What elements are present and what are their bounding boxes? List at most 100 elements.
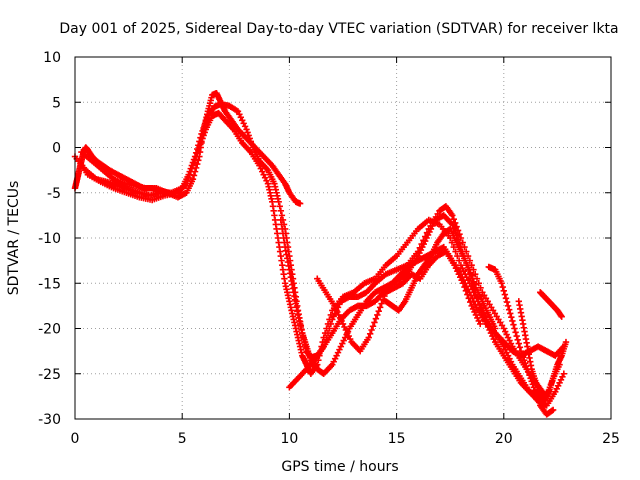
data-point xyxy=(369,323,377,330)
data-point xyxy=(185,174,192,181)
data-point xyxy=(243,126,250,133)
data-point xyxy=(462,287,470,294)
y-tick-label: 10 xyxy=(43,50,61,66)
data-point xyxy=(501,291,509,298)
data-point xyxy=(466,266,473,273)
series-track-i xyxy=(515,298,570,405)
series-track-g xyxy=(485,263,557,418)
data-point xyxy=(507,310,514,317)
data-point xyxy=(468,272,475,279)
data-point xyxy=(502,295,510,302)
data-point xyxy=(376,304,384,311)
data-point xyxy=(492,325,499,332)
data-point xyxy=(518,350,526,358)
series-track-e xyxy=(286,243,568,391)
y-tick-label: 0 xyxy=(52,141,61,157)
data-point xyxy=(467,298,474,306)
data-point xyxy=(189,175,197,183)
data-point xyxy=(372,315,380,322)
data-point xyxy=(192,164,200,172)
series-track-f xyxy=(314,248,484,355)
series-track-h xyxy=(537,289,565,320)
data-point xyxy=(327,311,335,319)
data-point xyxy=(194,160,201,168)
data-point xyxy=(469,275,476,282)
x-tick-label: 15 xyxy=(388,431,406,447)
y-tick-label: -5 xyxy=(47,186,61,202)
data-point xyxy=(374,311,381,319)
data-point xyxy=(522,359,529,367)
data-point xyxy=(472,271,479,278)
data-point xyxy=(244,129,251,136)
data-point xyxy=(375,307,382,315)
tick-labels: 0 5 10 15 20 25 -30 -25 -20 -15 -10 -5 0 5 10 xyxy=(38,50,620,447)
y-tick-label: -15 xyxy=(38,276,61,292)
data-point xyxy=(455,257,463,264)
data-point xyxy=(371,319,378,326)
data-point xyxy=(378,300,385,307)
data-point xyxy=(276,203,283,210)
series-track-b xyxy=(76,109,568,409)
data-point xyxy=(513,332,520,340)
y-tick-label: -20 xyxy=(38,322,61,338)
data-point xyxy=(520,356,528,364)
y-tick-label: -10 xyxy=(38,231,61,247)
data-point xyxy=(449,221,456,228)
data-point xyxy=(562,338,570,346)
data-point xyxy=(514,336,521,344)
chart-title: Day 001 of 2025, Sidereal Day-to-day VTE… xyxy=(59,21,618,37)
data-point xyxy=(166,189,173,196)
data-point xyxy=(278,212,286,219)
x-tick-label: 5 xyxy=(178,431,187,447)
data-point xyxy=(505,306,513,313)
data-point xyxy=(190,159,198,166)
data-point xyxy=(470,278,477,285)
data-point xyxy=(549,406,557,414)
data-points xyxy=(71,90,570,418)
x-tick-label: 10 xyxy=(280,431,298,447)
data-point xyxy=(500,287,507,294)
data-point xyxy=(517,347,525,355)
data-point xyxy=(365,334,372,341)
data-point xyxy=(560,370,568,377)
data-point xyxy=(277,207,285,215)
data-point xyxy=(509,317,516,325)
data-point xyxy=(503,298,511,306)
data-point xyxy=(368,326,375,334)
data-point xyxy=(508,313,515,321)
data-point xyxy=(324,320,332,328)
data-point xyxy=(321,329,329,337)
data-point xyxy=(452,248,459,255)
data-point xyxy=(320,334,327,341)
data-point xyxy=(464,291,471,298)
x-tick-label: 25 xyxy=(602,431,620,447)
x-axis-label: GPS time / hours xyxy=(281,459,398,475)
data-point xyxy=(459,280,467,287)
data-point xyxy=(454,252,461,260)
data-point xyxy=(504,302,512,310)
data-point xyxy=(511,325,518,332)
x-tick-label: 20 xyxy=(495,431,513,447)
data-point xyxy=(326,316,333,323)
data-point xyxy=(475,280,482,287)
data-point xyxy=(535,399,543,406)
data-point xyxy=(498,280,505,287)
data-point xyxy=(191,168,199,175)
series-track-j xyxy=(71,144,173,196)
data-point xyxy=(512,329,519,336)
data-point xyxy=(449,212,456,219)
data-point xyxy=(477,320,484,328)
data-point xyxy=(467,269,474,276)
y-tick-label: -30 xyxy=(38,412,61,428)
data-point xyxy=(515,340,523,347)
data-point xyxy=(510,321,517,328)
series-track-k xyxy=(382,225,499,332)
data-point xyxy=(465,295,472,302)
y-tick-label: 5 xyxy=(52,95,61,111)
y-tick-label: -25 xyxy=(38,367,61,383)
data-point xyxy=(516,344,524,351)
data-point xyxy=(275,198,282,205)
data-point xyxy=(323,325,330,332)
data-point xyxy=(190,172,198,179)
